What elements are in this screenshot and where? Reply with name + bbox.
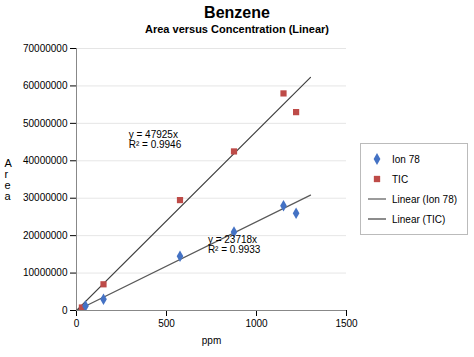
- svg-text:60000000: 60000000: [23, 80, 68, 91]
- svg-text:20000000: 20000000: [23, 230, 68, 241]
- svg-text:0: 0: [74, 318, 80, 329]
- svg-text:70000000: 70000000: [23, 43, 68, 54]
- svg-text:10000000: 10000000: [23, 267, 68, 278]
- svg-text:TIC: TIC: [392, 174, 408, 185]
- svg-text:0: 0: [62, 305, 68, 316]
- svg-text:40000000: 40000000: [23, 155, 68, 166]
- svg-text:y = 47925xR² = 0.9946: y = 47925xR² = 0.9946: [129, 129, 182, 150]
- svg-text:Ion 78: Ion 78: [392, 154, 420, 165]
- svg-text:Area: Area: [5, 157, 13, 202]
- html-text:Area versus Concentration (Lin: Area versus Concentration (Linear): [145, 23, 329, 35]
- svg-text:50000000: 50000000: [23, 118, 68, 129]
- svg-text:1500: 1500: [335, 318, 358, 329]
- svg-text:1000: 1000: [245, 318, 268, 329]
- svg-text:y = 23718xR² = 0.9933: y = 23718xR² = 0.9933: [208, 234, 261, 255]
- svg-text:500: 500: [158, 318, 175, 329]
- svg-text:Linear (Ion 78): Linear (Ion 78): [392, 194, 457, 205]
- html-text:Benzene: Benzene: [204, 4, 270, 21]
- svg-text:Linear (TIC): Linear (TIC): [392, 214, 445, 225]
- svg-text:ppm: ppm: [202, 335, 221, 346]
- svg-text:30000000: 30000000: [23, 192, 68, 203]
